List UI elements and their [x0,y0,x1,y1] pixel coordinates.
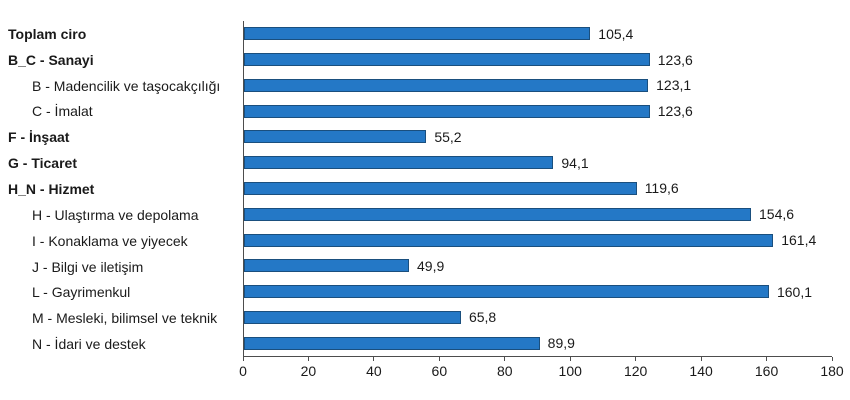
x-tick-label: 120 [623,363,648,379]
category-label: M - Mesleki, bilimsel ve teknik [32,310,218,327]
value-label: 65,8 [468,309,497,326]
bar-row: 160,1 [244,279,832,305]
value-label: 123,1 [656,77,692,94]
value-label: 105,4 [598,25,634,42]
bar-row: 55,2 [244,124,832,150]
x-tick-mark [504,357,506,361]
x-tick-label: 40 [366,363,382,379]
category-label: N - İdari ve destek [32,336,146,353]
bar [244,104,650,118]
x-tick-mark [700,357,702,361]
bar-row: 161,4 [244,227,832,253]
x-tick-mark [242,357,244,361]
value-label: 123,6 [657,51,693,68]
bar-row: 89,9 [244,330,832,356]
x-tick-mark [307,357,309,361]
value-label: 89,9 [547,335,575,352]
bar-row: 123,1 [244,73,832,99]
x-tick-label: 60 [431,363,448,379]
category-label: G - Ticaret [8,155,77,172]
x-tick-mark [569,357,571,361]
x-tick-mark [635,357,637,361]
bar [244,207,752,221]
x-tick-label: 140 [689,363,713,379]
bar [244,310,461,324]
x-tick-label: 80 [496,363,513,379]
bar-rows: 105,4 123,6 123,1 123,6 55,2 94,1 119,6 154,6 16… [244,21,832,356]
category-label: H - Ulaştırma ve depolama [32,206,199,223]
bar [244,156,554,170]
value-label: 119,6 [644,180,679,197]
x-tick-label: 0 [239,363,247,379]
bar [244,233,774,247]
x-tick-label: 180 [820,363,844,379]
bar-row: 123,6 [244,47,832,73]
value-label: 160,1 [776,283,813,300]
value-label: 161,4 [781,232,817,248]
x-tick-mark [373,357,375,361]
bar-row: 119,6 [244,176,832,202]
value-label: 49,9 [417,257,445,274]
bar-row: 105,4 [244,21,832,47]
bar-row: 65,8 [244,304,832,330]
plot-area: 105,4 123,6 123,1 123,6 55,2 94,1 119,6 154,6 16… [243,21,832,357]
x-tick-label: 100 [558,363,582,379]
category-label: F - İnşaat [8,129,70,146]
value-label: 94,1 [561,154,589,171]
category-label: C - İmalat [32,103,93,120]
x-tick-mark [831,357,833,361]
bar [244,259,409,273]
bar [244,181,637,195]
category-labels: Toplam ciro B_C - Sanayi B - Madencilik ve… [0,21,243,357]
bar [244,336,540,350]
bar [244,285,769,299]
category-label: J - Bilgi ve iletişim [32,258,144,275]
x-tick-label: 160 [754,363,779,379]
category-label: B_C - Sanayi [8,51,94,68]
bar [244,78,649,92]
bar-row: 94,1 [244,150,832,176]
x-tick-mark [438,357,440,361]
value-label: 123,6 [657,103,693,120]
category-label: I - Konaklama ve yiyecek [32,232,188,249]
value-label: 154,6 [759,206,795,223]
value-label: 55,2 [434,128,462,145]
bar-row: 154,6 [244,201,832,227]
bar [244,130,427,144]
category-label: B - Madencilik ve taşocakçılığı [32,77,221,94]
bar-row: 123,6 [244,98,832,124]
category-label: H_N - Hizmet [8,180,95,197]
x-tick-mark [766,357,768,361]
x-axis: 0 20 40 60 80 100 120 140 160 180 [239,357,844,387]
category-label: Toplam ciro [8,25,87,42]
bar-row: 49,9 [244,253,832,279]
x-tick-label: 20 [300,363,317,379]
bar [244,53,650,67]
bar [244,27,591,41]
category-label: L - Gayrimenkul [32,284,131,301]
